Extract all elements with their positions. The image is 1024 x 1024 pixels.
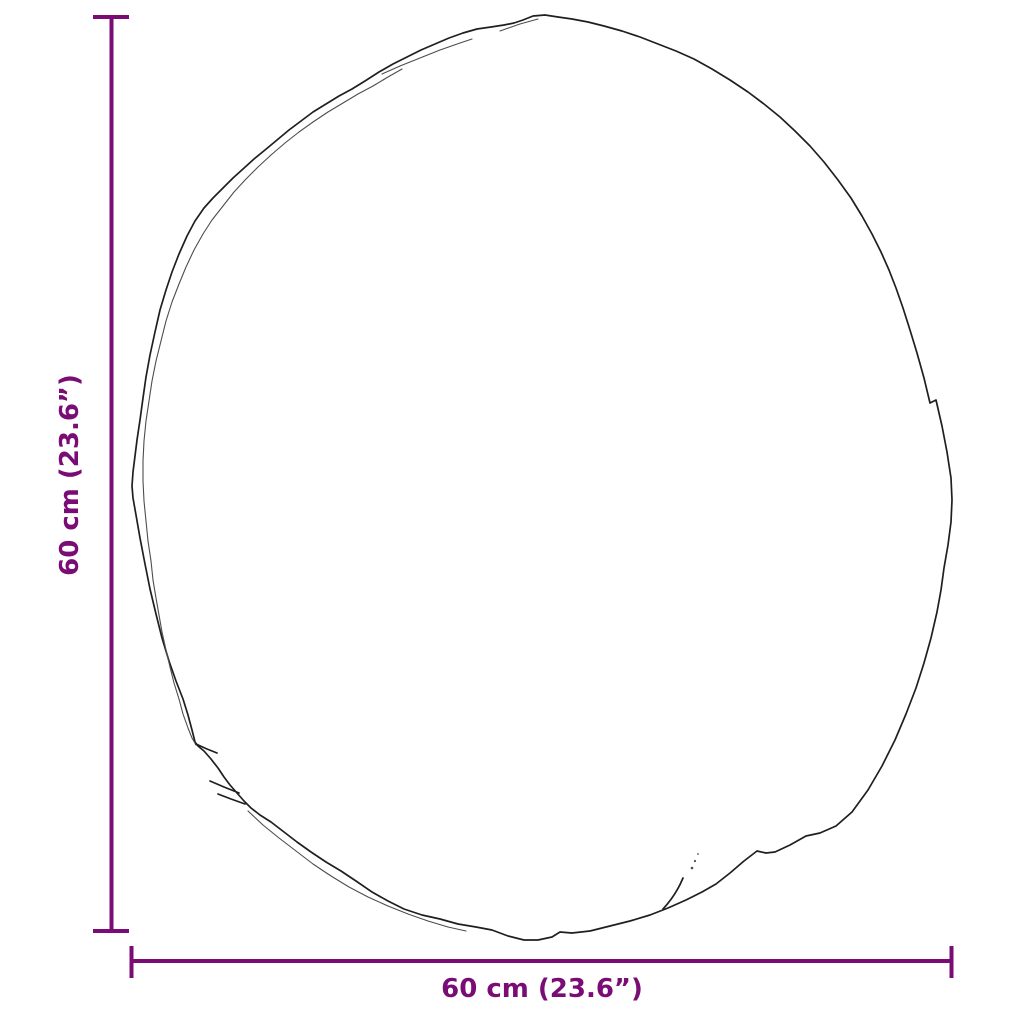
stitch-dot [693, 859, 697, 863]
stitch-dot [690, 866, 694, 870]
cushion-seam-line-top [381, 38, 473, 75]
cushion-outline [131, 14, 953, 941]
stitch-dot [697, 853, 699, 855]
height-dimension-label: 60 cm (23.6”) [55, 374, 85, 576]
cushion-seam-line-left [142, 68, 403, 746]
cushion-seam-line-bottom [247, 810, 467, 932]
width-dimension-label: 60 cm (23.6”) [441, 974, 643, 1004]
cushion-seam-line-top-peak [499, 18, 539, 32]
cushion-wrinkle-line [662, 877, 684, 910]
cushion-fold-detail [195, 743, 246, 805]
width-dimension [129, 946, 954, 978]
cushion-outline-path [131, 14, 953, 941]
height-dimension [93, 15, 129, 933]
